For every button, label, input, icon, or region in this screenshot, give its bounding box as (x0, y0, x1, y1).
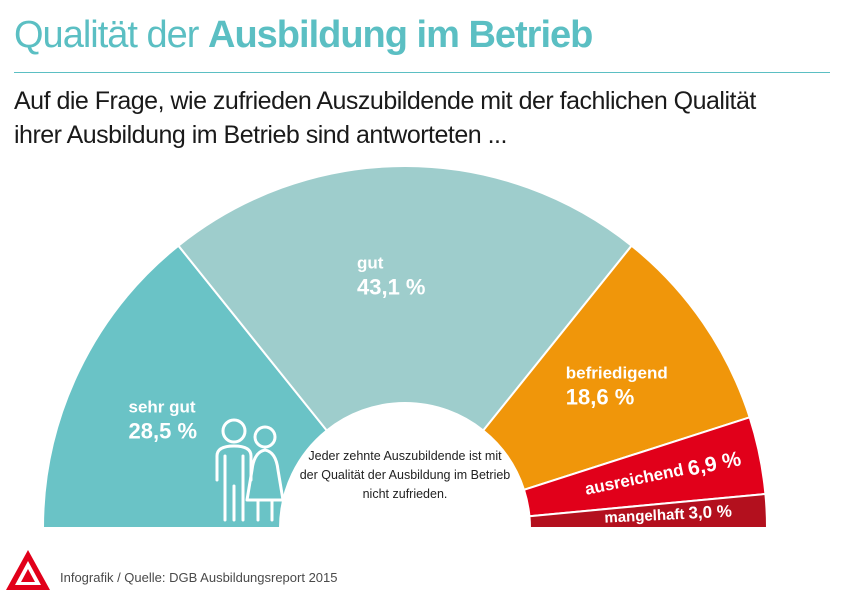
slice-category: befriedigend (566, 363, 668, 382)
source-note: Infografik / Quelle: DGB Ausbildungsrepo… (60, 570, 338, 585)
subtitle-line-2: ihrer Ausbildung im Betrieb sind antwort… (14, 121, 507, 149)
ig-metall-logo (4, 548, 52, 597)
annotation-line-3: nicht zufrieden. (363, 487, 448, 501)
chart-title: Qualität der Ausbildung im Betrieb (14, 14, 593, 57)
slice-befriedigend (481, 244, 751, 492)
title-divider (14, 72, 830, 73)
slice-gut (177, 165, 633, 432)
annotation-line-2: der Qualität der Ausbildung im Betrieb (300, 468, 511, 482)
slice-value: 3,0 % (688, 502, 732, 523)
subtitle-line-1: Auf die Frage, wie zufrieden Auszubilden… (14, 87, 756, 115)
title-light: Qualität der (14, 14, 199, 56)
slice-category: sehr gut (129, 397, 196, 416)
slice-mangelhaft (528, 492, 769, 529)
slice-label-mangelhaft: mangelhaft 3,0 % (604, 502, 732, 527)
chart-subtitle: Auf die Frage, wie zufrieden Auszubilden… (14, 84, 814, 152)
annotation-line-1: Jeder zehnte Auszubildende ist mit (308, 449, 502, 463)
slice-category: gut (357, 254, 384, 273)
people-icon (215, 418, 285, 522)
slice-value: 28,5 % (129, 418, 198, 443)
slice-value: 43,1 % (357, 275, 426, 300)
slice-label-befriedigend: befriedigend 18,6 % (566, 363, 668, 409)
slice-label-gut: gut 43,1 % (357, 254, 426, 300)
slice-value: 18,6 % (566, 384, 635, 409)
slice-label-sehr-gut: sehr gut 28,5 % (129, 397, 198, 443)
title-bold: Ausbildung im Betrieb (208, 14, 593, 56)
slice-category: mangelhaft (604, 506, 689, 527)
